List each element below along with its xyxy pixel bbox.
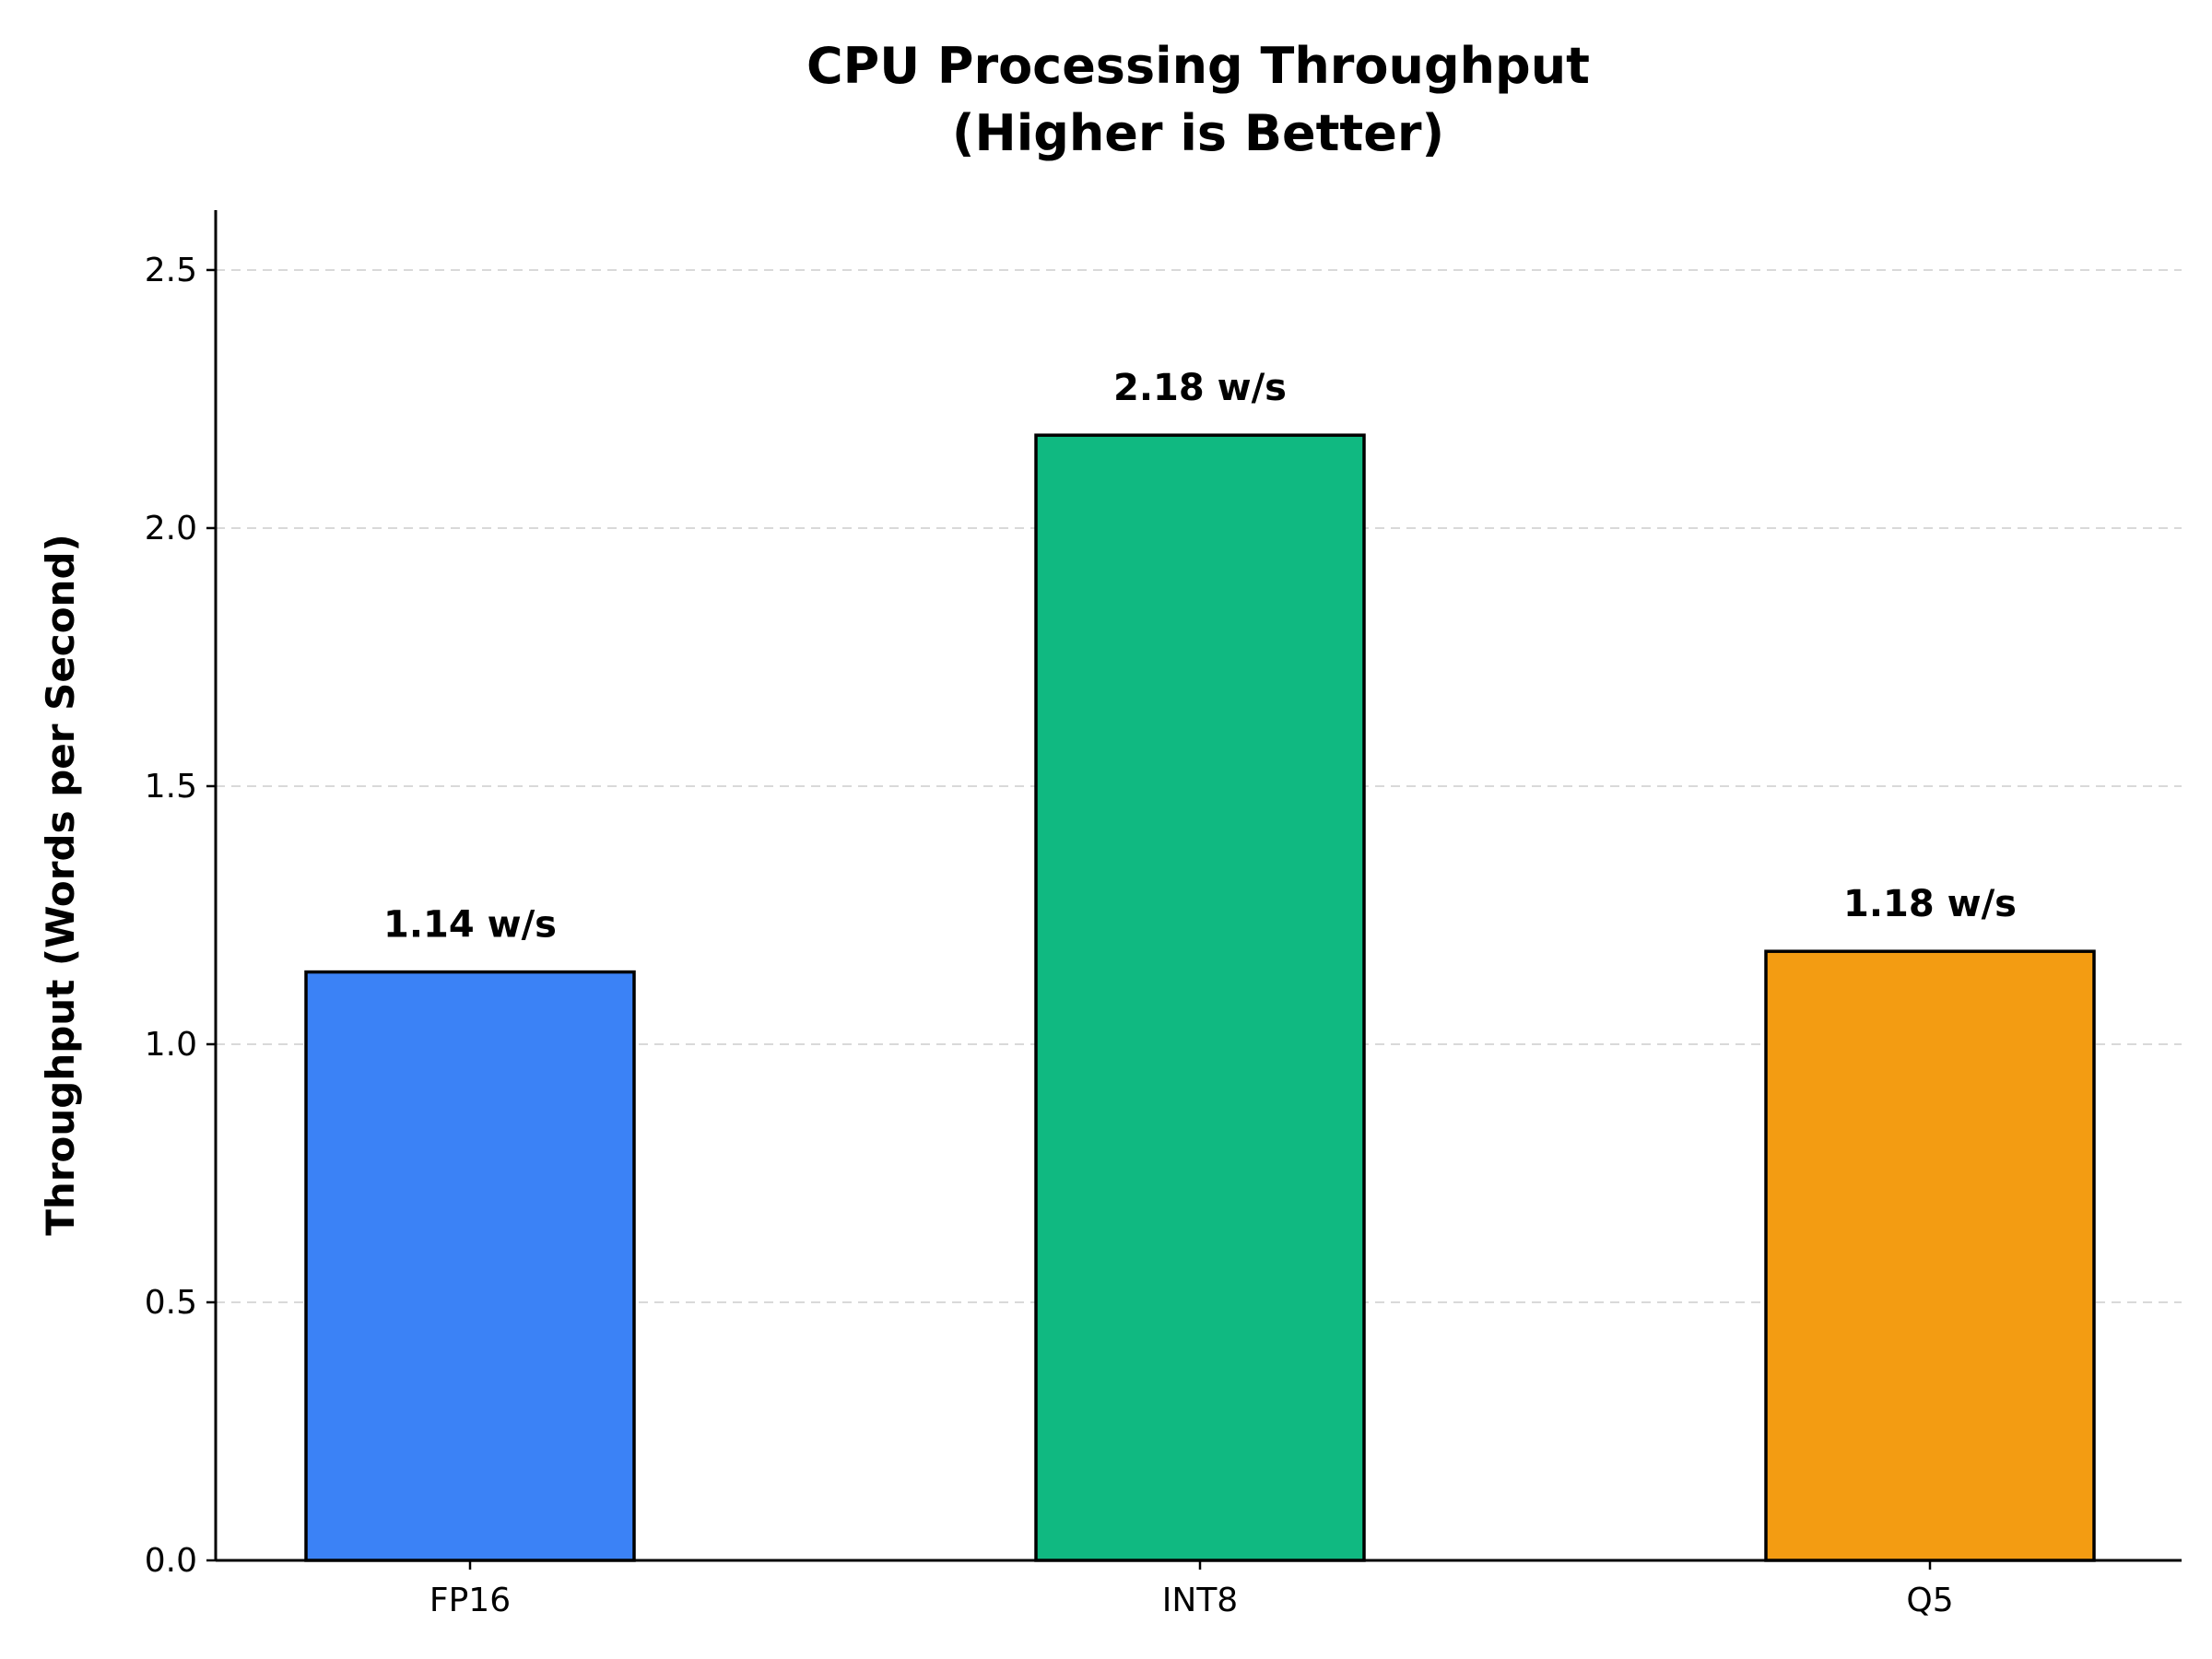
data-label-q5: 1.18 w/s (1843, 883, 2017, 925)
x-tick-label: Q5 (1906, 1582, 1953, 1619)
x-tick-label: FP16 (429, 1582, 511, 1619)
y-tick-label: 0.5 (145, 1284, 197, 1322)
y-tick-label: 1.0 (145, 1026, 197, 1064)
y-tick-label: 2.5 (145, 252, 197, 289)
data-label-int8: 2.18 w/s (1113, 367, 1287, 409)
y-tick-label: 2.0 (145, 510, 197, 547)
bars (304, 433, 2096, 1562)
x-tick-label: INT8 (1162, 1582, 1238, 1619)
chart-title: CPU Processing Throughput (806, 37, 1590, 95)
chart-subtitle: (Higher is Better) (952, 104, 1444, 162)
bar-fp16 (304, 970, 636, 1562)
bar-int8 (1034, 433, 1366, 1562)
data-label-fp16: 1.14 w/s (383, 904, 557, 947)
y-tick-label: 1.5 (145, 768, 197, 806)
y-axis-label: Throughput (Words per Second) (38, 534, 83, 1235)
x-ticks: FP16 INT8 Q5 (429, 1560, 1954, 1619)
bar-q5 (1764, 949, 2096, 1562)
data-labels: 1.14 w/s 2.18 w/s 1.18 w/s (383, 367, 2017, 946)
y-tick-label: 0.0 (145, 1542, 197, 1580)
y-ticks: 0.0 0.5 1.0 1.5 2.0 2.5 (145, 252, 216, 1580)
